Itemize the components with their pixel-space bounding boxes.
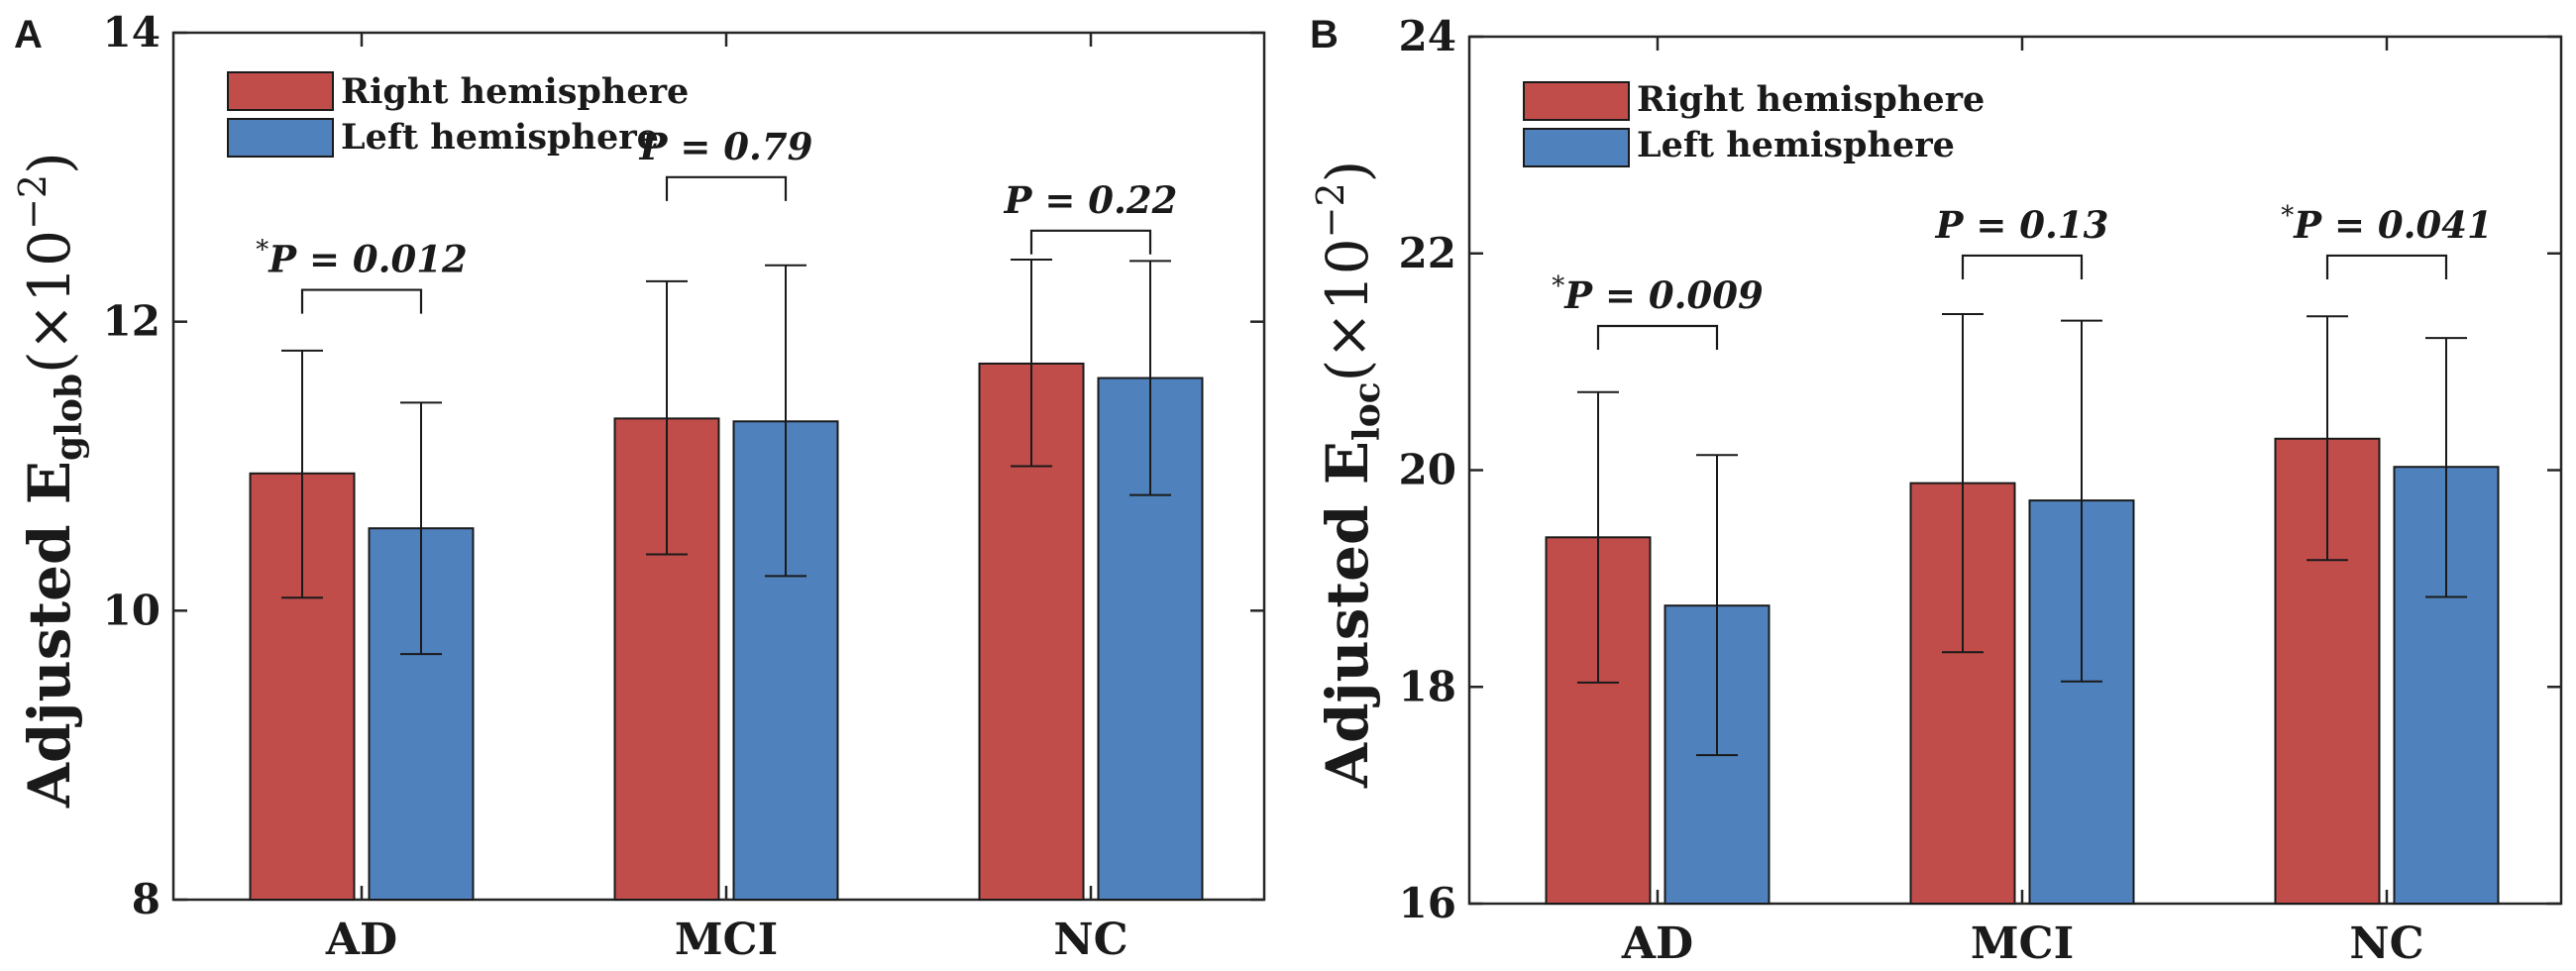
y-label-exponent: −2 [1309, 182, 1352, 238]
legend-label-left: Left hemisphere [341, 117, 659, 158]
x-tick-label: MCI [1971, 918, 2074, 969]
plot-area: 8 10 12 14 AD MCI NC *P = 0.012 P = 0.79 P = 0.22 [103, 8, 1266, 965]
y-tick-label: 16 [1399, 879, 1456, 927]
y-tick-label: 8 [132, 875, 161, 923]
p-value-annotation: *P = 0.009 [1552, 271, 1763, 317]
y-label-sub: loc [1346, 381, 1388, 441]
legend-label-right: Right hemisphere [341, 71, 689, 112]
y-label-close: ) [1314, 161, 1381, 183]
y-tick-label: 18 [1399, 662, 1456, 710]
legend-swatch-left [227, 118, 334, 158]
x-tick-label: AD [325, 915, 397, 965]
panel-letter-a: A [14, 13, 43, 56]
legend: Right hemisphere Left hemisphere [227, 71, 689, 158]
p-value-text: P = 0.009 [1563, 273, 1763, 317]
y-label-close: ) [16, 152, 83, 174]
p-value-annotation: *P = 0.041 [2281, 201, 2492, 247]
legend-swatch-left [1523, 128, 1630, 167]
y-axis-label: Adjusted Eglob(×10−2) [11, 152, 90, 809]
significance-bracket [1596, 324, 1719, 351]
p-value-text: P = 0.22 [1004, 178, 1178, 222]
legend-label-right: Right hemisphere [1637, 79, 1985, 120]
y-tick-label: 20 [1399, 446, 1456, 494]
legend: Right hemisphere Left hemisphere [1523, 79, 1985, 167]
y-tick-label: 10 [103, 586, 161, 634]
significance-star: * [2281, 201, 2294, 231]
significance-bracket [1029, 229, 1152, 255]
p-value-text: P = 0.041 [2293, 203, 2492, 247]
significance-bracket [2325, 254, 2448, 279]
x-tick-label: AD [1621, 918, 1693, 969]
y-label-multiplier: (×10 [1314, 238, 1381, 381]
y-tick-label: 12 [103, 297, 161, 346]
y-label-exponent: −2 [11, 174, 54, 230]
legend-swatch-right [1523, 81, 1630, 121]
p-value-text: P = 0.012 [268, 238, 467, 281]
x-tick-label: NC [2349, 918, 2423, 969]
y-label-main: Adjusted E [1314, 441, 1381, 789]
significance-star: * [256, 236, 268, 266]
panel-b: B Adjusted Eloc(×10−2) 16 18 20 22 24 AD MCI NC… [1309, 12, 2563, 969]
x-tick-label: NC [1053, 915, 1127, 965]
p-value-text: P = 0.13 [1935, 203, 2109, 247]
y-tick-label: 22 [1399, 229, 1456, 277]
significance-star: * [1552, 271, 1564, 301]
y-label-main: Adjusted E [16, 461, 83, 809]
significance-bracket [1961, 254, 2084, 279]
legend-label-left: Left hemisphere [1637, 125, 1955, 165]
y-tick-label: 24 [1399, 12, 1456, 60]
p-value-annotation: P = 0.79 [639, 125, 813, 168]
y-axis-label: Adjusted Eloc(×10−2) [1309, 161, 1388, 789]
p-value-annotation: P = 0.13 [1935, 203, 2109, 247]
y-label-multiplier: (×10 [16, 230, 83, 374]
significance-bracket [665, 175, 788, 201]
y-tick-label: 14 [103, 8, 161, 56]
y-label-sub: glob [49, 374, 90, 461]
x-tick-label: MCI [675, 915, 778, 965]
panel-letter-b: B [1310, 13, 1339, 56]
significance-bracket [300, 288, 423, 314]
p-value-annotation: *P = 0.012 [256, 236, 467, 281]
legend-swatch-right [227, 71, 334, 111]
p-value-annotation: P = 0.22 [1004, 178, 1178, 222]
p-value-text: P = 0.79 [639, 125, 813, 168]
